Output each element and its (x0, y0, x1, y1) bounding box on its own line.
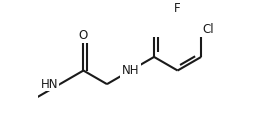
Text: NH: NH (122, 64, 139, 77)
Text: HN: HN (41, 78, 58, 91)
Text: O: O (79, 29, 88, 42)
Text: Cl: Cl (202, 23, 214, 36)
Text: F: F (174, 2, 181, 15)
